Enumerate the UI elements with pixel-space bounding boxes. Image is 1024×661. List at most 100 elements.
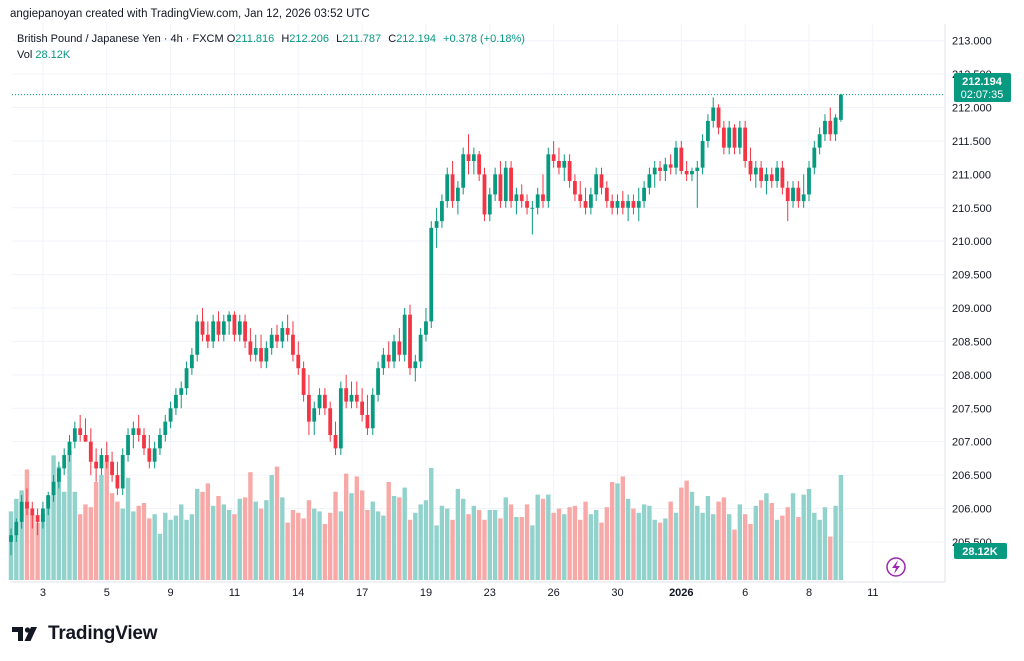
candle-body [392,341,396,362]
volume-bar [812,512,817,580]
candle [626,194,631,222]
candle-body [408,314,412,369]
candle [216,311,221,342]
volume-bar [647,505,652,580]
candle [280,321,285,349]
candle-body [275,334,279,342]
candle-body [839,94,843,120]
candle-body [9,535,13,542]
candle [35,508,40,536]
candle [466,134,471,175]
candle-body [216,321,221,335]
candle-body [83,434,88,442]
symbol-name[interactable]: British Pound / Japanese Yen · 4h · FXCM [17,33,224,45]
candle-body [599,174,604,188]
volume-bar [109,493,115,580]
candle [594,167,599,202]
candle-body [126,434,130,456]
candle-body [328,408,333,435]
candle-body [791,187,795,202]
volume-bar [189,514,195,580]
candle-body [668,164,673,168]
volume-bar [312,508,317,580]
tradingview-logo[interactable]: TradingView [12,623,158,645]
candle [482,167,487,222]
volume-bar [790,493,796,580]
candle [152,441,157,469]
candle [381,348,386,375]
time-tick-label: 6 [742,587,748,599]
candle-body [104,455,109,462]
candle [525,194,529,215]
candle [243,314,247,349]
candle-body [312,408,317,422]
volume-bar [604,507,610,580]
candle-body [253,348,258,355]
volume-bar [594,510,599,580]
time-axis[interactable]: 3 5 9 11 14 17 19 23 26 30 2026 6 8 11 [40,587,879,599]
candle-body [381,354,386,369]
volume-bar [221,504,226,580]
volume-bar [753,505,758,580]
candle [211,314,216,349]
candle [285,314,290,342]
volume-bar [439,505,445,580]
candle [386,341,391,369]
candle-body [519,194,524,202]
candle-body [418,334,423,362]
volume-bar [46,496,51,580]
volume-bar [402,487,407,580]
candle-body [461,154,466,188]
volume-bar [200,491,205,580]
volume-bar [742,514,748,580]
candle-body [56,468,61,482]
lightning-icon[interactable] [886,557,906,577]
volume-bar [157,533,163,580]
candle [344,374,349,409]
volume-bar [556,508,562,580]
volume-bar [413,512,418,580]
candle [189,348,194,375]
candle [307,374,311,435]
volume-bar [732,529,737,580]
candle [195,314,200,362]
candle [498,160,503,208]
candle-body [753,167,758,175]
candle-body [775,167,779,182]
candle [711,97,716,128]
candle [445,167,450,208]
candle-body [195,321,200,355]
volume-bar [359,490,365,580]
price-tick-label: 208.500 [952,336,992,348]
candle-body [482,174,487,215]
candle [88,428,93,476]
candle [684,160,689,182]
volume-bar [290,510,296,580]
time-tick-label: 19 [420,587,432,599]
volume-bar [673,512,679,580]
volume-bar [210,505,216,580]
volume-bar [567,507,572,580]
volume-label[interactable]: Vol [17,49,33,61]
candle-body [695,167,700,172]
candle-body [514,194,519,202]
candle [753,160,758,188]
candle-body [679,147,684,172]
volume-bar [429,468,434,580]
volume-bar [205,483,211,580]
volume-bar [801,494,806,580]
candle-body [179,388,184,395]
time-tick-label: 30 [611,587,623,599]
candle [615,194,620,215]
volume-bar [296,512,301,580]
candle-body [721,127,726,148]
candle-body [307,394,311,422]
candle-body [338,388,343,449]
price-tick-label: 209.500 [952,270,992,282]
candle [131,421,136,449]
open-value: 211.816 [235,33,275,45]
price-axis[interactable]: 205.500206.000206.500207.000207.500208.0… [952,36,992,549]
candle-body [221,321,226,335]
volume-bar [232,514,237,580]
